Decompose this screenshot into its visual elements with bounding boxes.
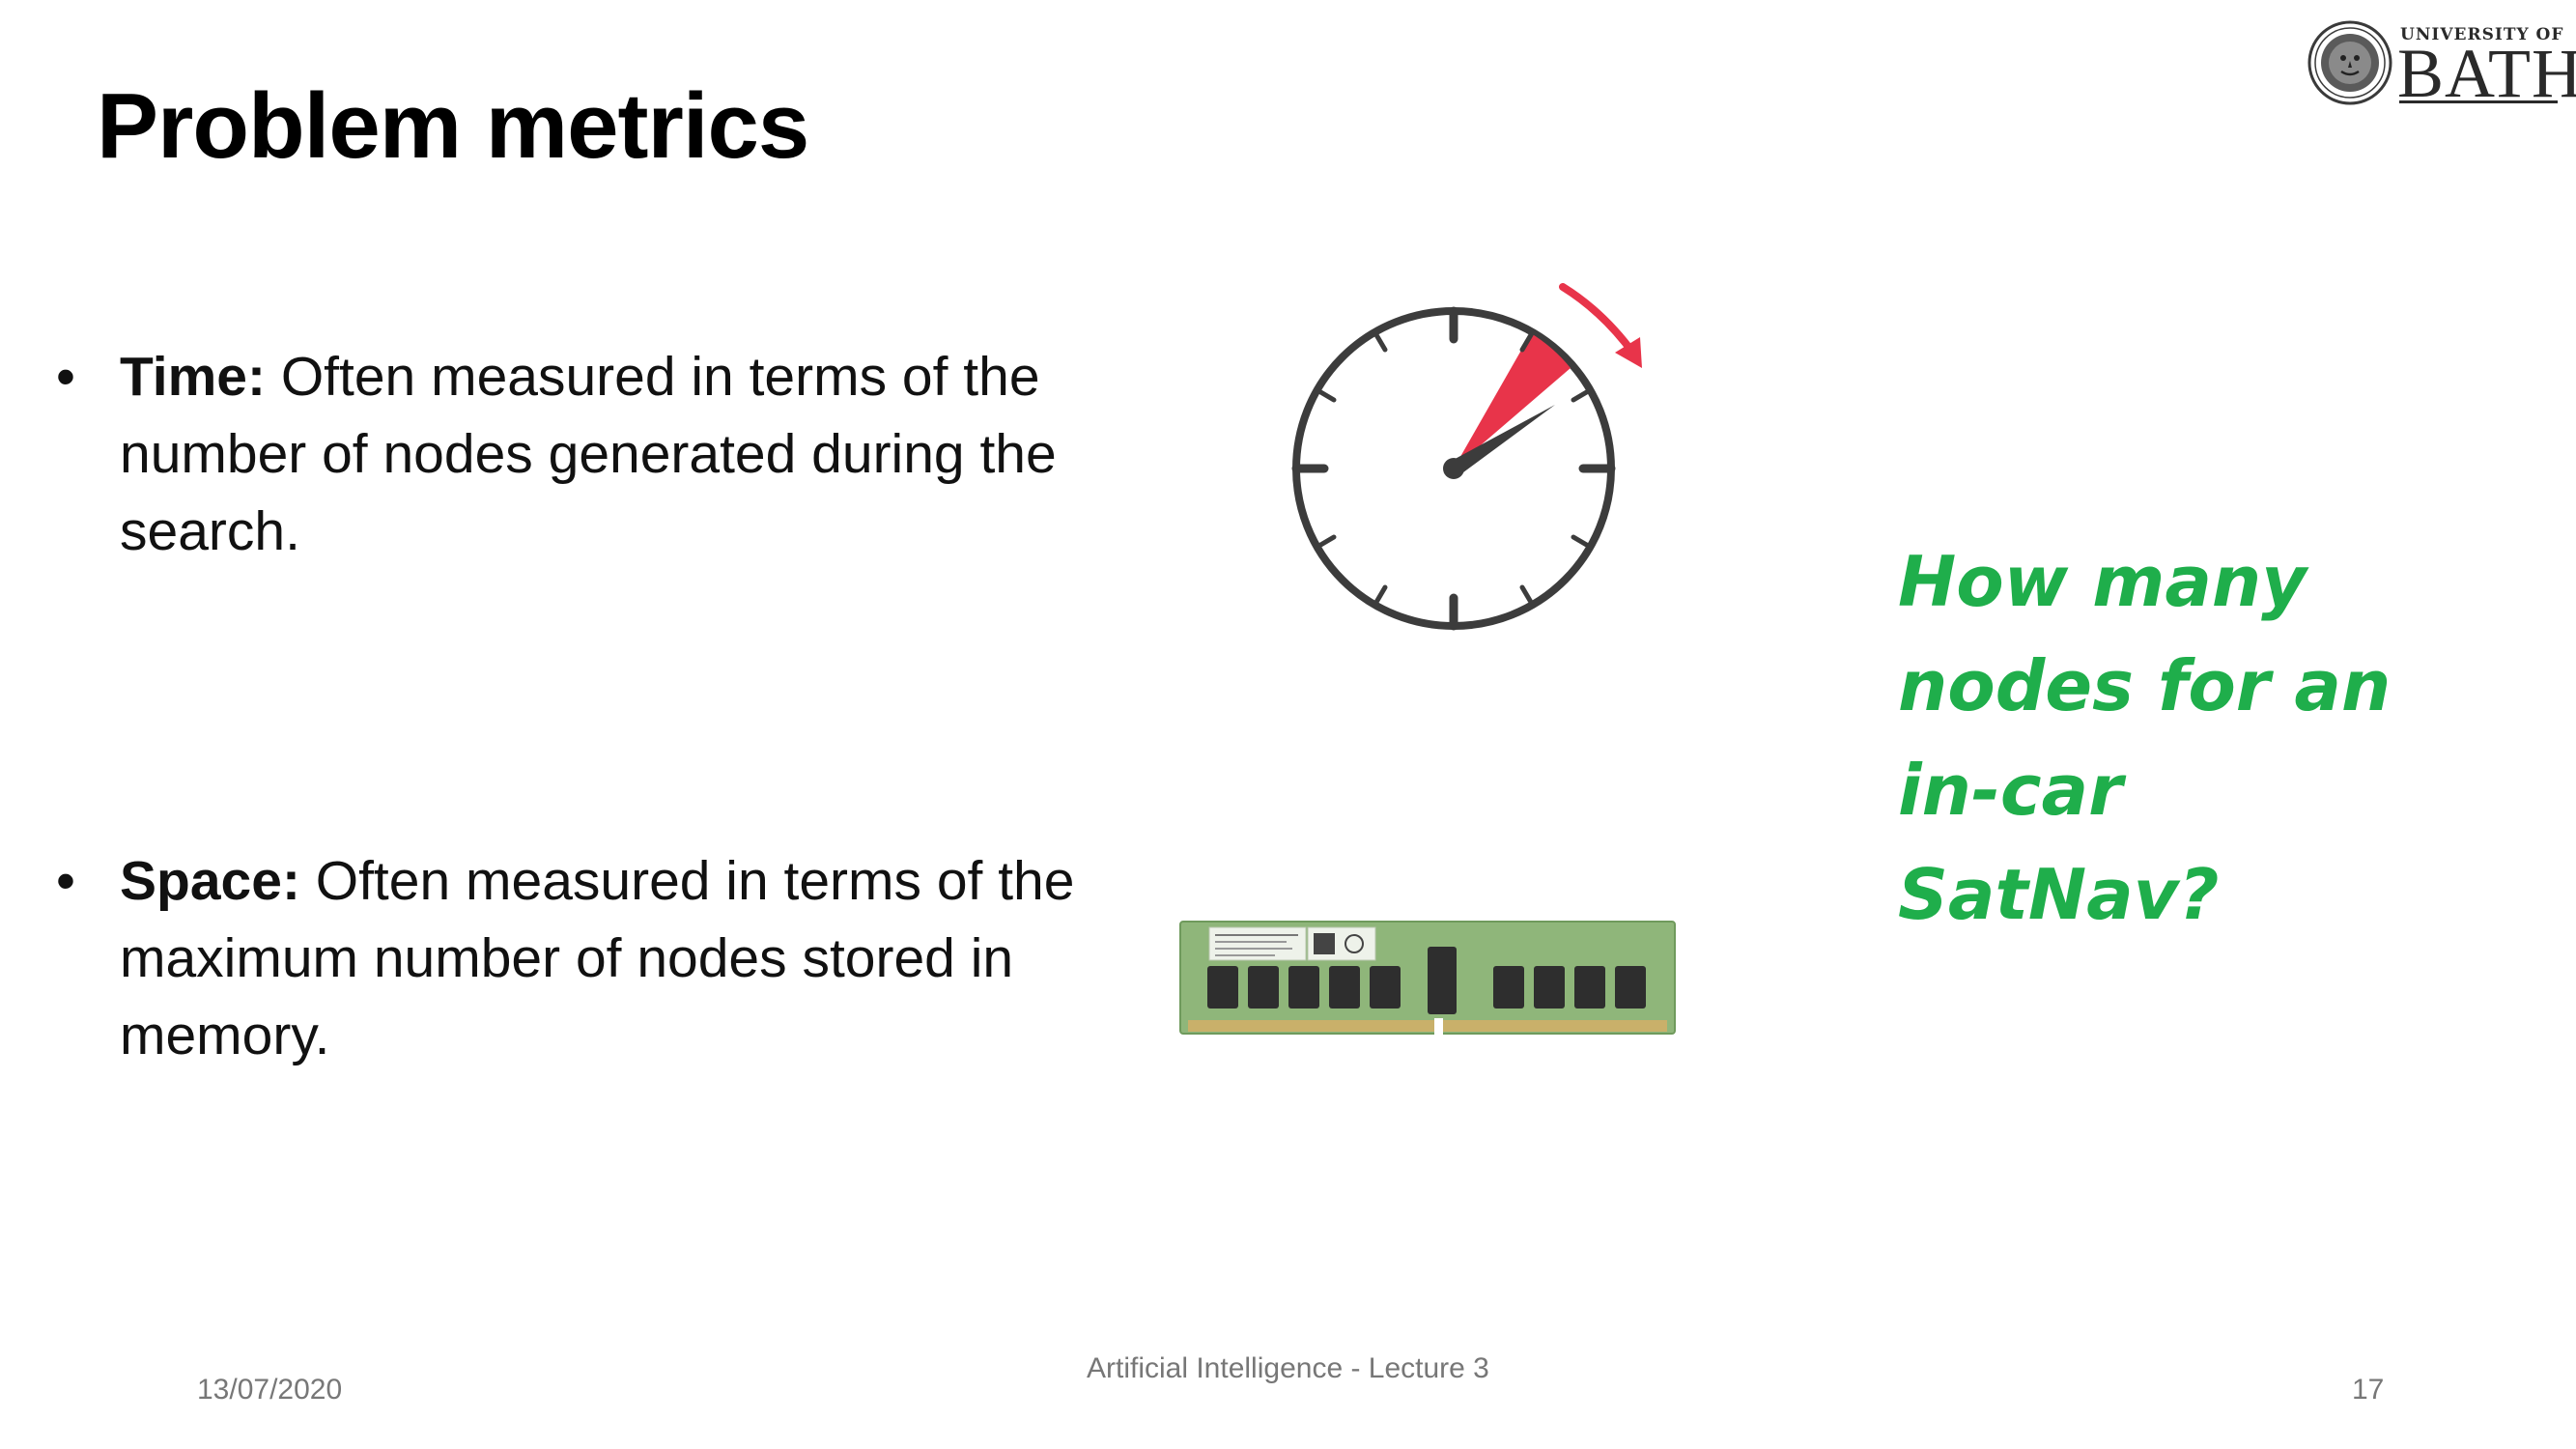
footer-page-number: 17 [2352,1374,2385,1406]
bullet-text: Time: Often measured in terms of the num… [120,338,1176,570]
bullet-text: Space: Often measured in terms of the ma… [120,842,1176,1074]
university-seal-icon [2307,20,2392,105]
footer-lecture-title: Artificial Intelligence - Lecture 3 [1087,1352,1489,1384]
bullet-term: Time: [120,346,266,408]
logo-main-text: BATH [2397,35,2576,112]
bullet-space: • Space: Often measured in terms of the … [56,842,1176,1074]
logo-underline [2399,100,2558,103]
footer-date: 13/07/2020 [197,1374,343,1406]
bullet-marker: • [56,850,75,912]
ram-module-image [1179,921,1676,1036]
satnav-question: How many nodes for an in-car SatNav? [1898,541,2392,935]
bullet-description: Often measured in terms of the number of… [120,346,1057,562]
bullet-time: • Time: Often measured in terms of the n… [56,338,1176,570]
bullet-description: Often measured in terms of the maximum n… [120,850,1075,1066]
slide-title: Problem metrics [97,74,809,178]
stopwatch-icon [1291,283,1642,631]
university-logo: UNIVERSITY OF BATH [2307,19,2576,108]
bullet-term: Space: [120,850,300,912]
bullet-marker: • [56,346,75,408]
logo-top-text: UNIVERSITY OF [2400,25,2564,44]
